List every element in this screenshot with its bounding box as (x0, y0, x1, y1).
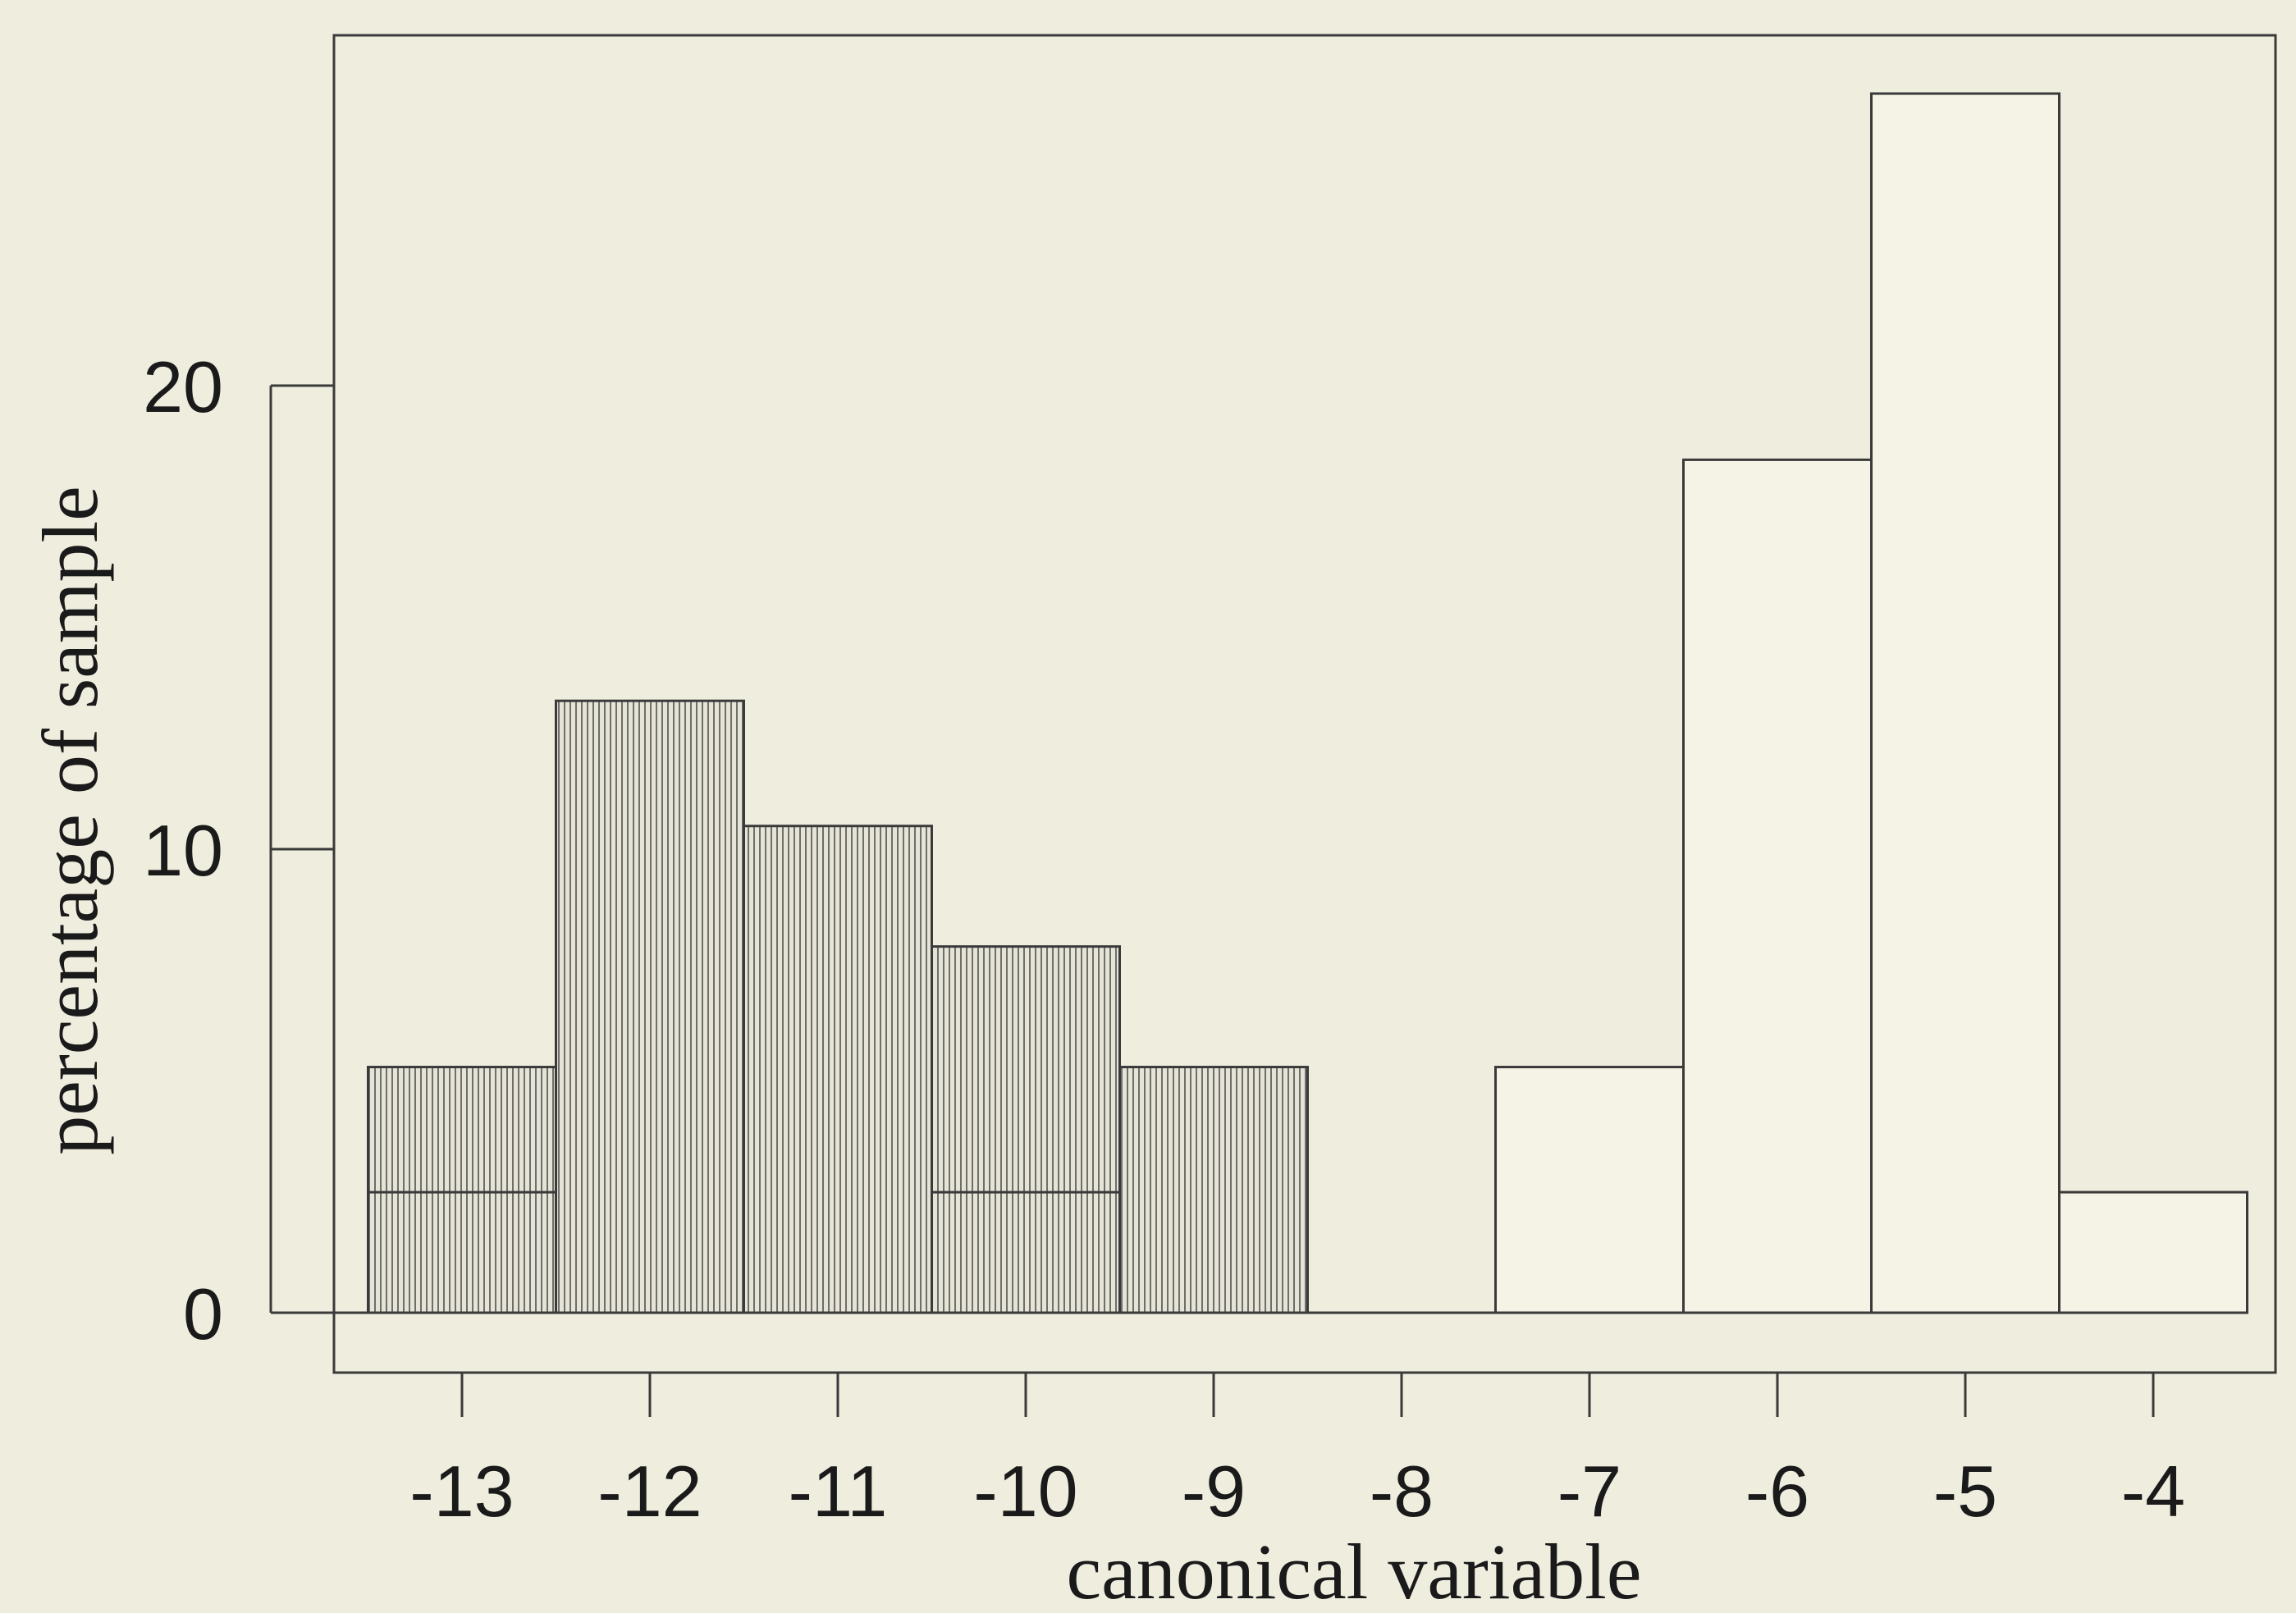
x-tick-label-3: -10 (973, 1451, 1077, 1532)
y-axis: 0 10 20 (143, 346, 334, 1355)
y-tick-label-2: 20 (143, 346, 223, 427)
x-axis-title: canonical variable (1067, 1528, 1642, 1613)
bar-open-3 (2058, 1190, 2248, 1314)
bar-open-1 (1682, 458, 1873, 1314)
x-tick-label-0: -13 (409, 1451, 514, 1532)
y-tick-label-1: 10 (143, 810, 223, 891)
x-tick-label-6: -7 (1557, 1451, 1621, 1532)
x-axis: -13 -12 -11 -10 -9 -8 -7 -6 -5 -4 (409, 1371, 2185, 1532)
bar-hatched-0 (367, 1066, 557, 1314)
bar-hatched-2 (743, 825, 933, 1314)
y-tick-label-0: 0 (183, 1273, 223, 1355)
x-tick-label-1: -12 (597, 1451, 702, 1532)
bar-open-2 (1870, 92, 2060, 1314)
x-tick-label-2: -11 (789, 1451, 888, 1532)
x-tick-label-7: -6 (1745, 1451, 1809, 1532)
x-tick-label-5: -8 (1370, 1451, 1434, 1532)
x-tick-label-4: -9 (1182, 1451, 1246, 1532)
bar-hatched-3 (931, 945, 1121, 1314)
bar-open-0 (1494, 1066, 1685, 1314)
bar-hatched-4 (1118, 1066, 1309, 1314)
x-tick-label-9: -4 (2121, 1451, 2185, 1532)
x-tick-label-8: -5 (1933, 1451, 1997, 1532)
bars-layer (367, 92, 2248, 1314)
y-axis-title: percentage of sample (26, 486, 114, 1155)
bar-hatched-1 (555, 699, 745, 1314)
